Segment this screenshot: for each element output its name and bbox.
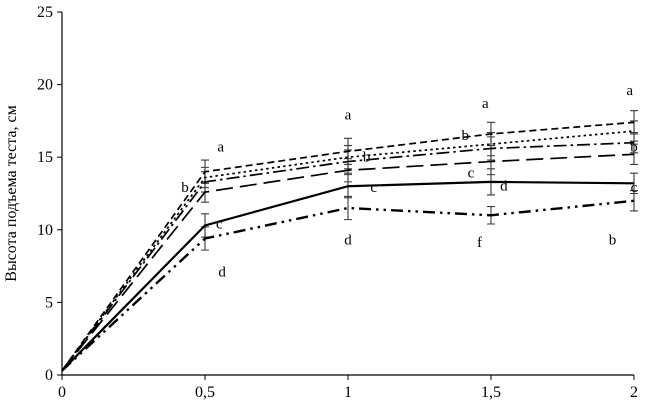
series-line-dash-dot <box>61 141 635 372</box>
significance-letter: b <box>630 139 638 155</box>
significance-letter: d <box>500 179 508 195</box>
significance-letter: a <box>345 107 352 123</box>
y-tick-label: 0 <box>45 367 53 384</box>
x-tick-label: 1,5 <box>481 384 501 401</box>
significance-letter: a <box>217 139 224 155</box>
significance-letter: f <box>477 235 482 251</box>
significance-letter: c <box>631 180 638 196</box>
significance-letter: c <box>216 216 223 232</box>
series-line-solid <box>61 180 635 372</box>
y-tick-label: 5 <box>45 294 53 311</box>
significance-letter: d <box>344 232 352 248</box>
y-axis-title: Высота подъема теста, см <box>3 105 20 281</box>
significance-letter: c <box>468 166 475 182</box>
significance-letter: b <box>462 128 470 144</box>
significance-letter: b <box>363 150 371 166</box>
series-line-short-dash <box>61 121 635 372</box>
significance-letter: b <box>609 232 617 248</box>
x-tick-label: 2 <box>630 384 638 401</box>
series-line-dash-dot-dot <box>61 199 635 372</box>
series-line-long-dash <box>61 153 635 372</box>
significance-letter: d <box>218 264 226 280</box>
error-bar <box>344 195 352 221</box>
y-tick-label: 20 <box>37 77 53 94</box>
y-tick-label: 10 <box>37 222 53 239</box>
error-bar <box>630 190 638 212</box>
significance-letter: a <box>626 83 633 99</box>
x-tick-label: 0 <box>58 384 66 401</box>
significance-letter: c <box>370 180 377 196</box>
y-tick-label: 15 <box>37 149 53 166</box>
series-line-dotted <box>61 130 635 372</box>
significance-letter: b <box>181 180 189 196</box>
x-tick-label: 1 <box>344 384 352 401</box>
significance-letter: a <box>482 96 489 112</box>
y-tick-label: 25 <box>37 4 53 21</box>
x-tick-label: 0,5 <box>195 384 215 401</box>
